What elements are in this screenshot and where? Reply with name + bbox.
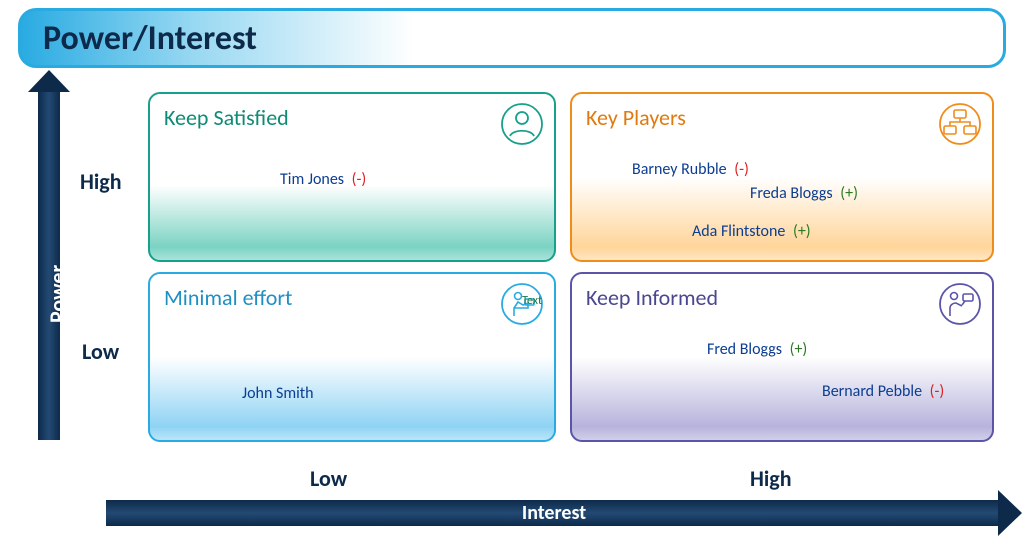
y-tick-high: High <box>80 168 122 195</box>
stakeholder-name: Bernard Pebble <box>822 382 922 401</box>
sentiment-badge: (+) <box>790 340 808 359</box>
quadrant-keep-informed: Keep Informed Fred Bloggs (+) Bernard Pe… <box>570 272 994 442</box>
quadrant-heading: Keep Informed <box>586 284 978 311</box>
org-icon <box>938 102 982 146</box>
sentiment-badge: (-) <box>930 382 945 401</box>
stakeholder-label: Bernard Pebble (-) <box>822 382 944 401</box>
stakeholder-name: John Smith <box>242 384 314 403</box>
quadrant-keep-satisfied: Keep Satisfied Tim Jones (-) <box>148 92 556 262</box>
stakeholder-label: Barney Rubble (-) <box>632 160 749 179</box>
quadrant-minimal-effort: Minimal effort Text John Smith <box>148 272 556 442</box>
quadrant-heading: Keep Satisfied <box>164 104 540 131</box>
quadrant-heading: Key Players <box>586 104 978 131</box>
stakeholder-name: Barney Rubble <box>632 160 727 179</box>
sentiment-badge: (+) <box>840 184 858 203</box>
person-icon <box>500 102 544 146</box>
stakeholder-name: Ada Flintstone <box>692 222 785 241</box>
y-axis-label: Power <box>44 265 71 323</box>
stakeholder-name: Tim Jones <box>280 170 344 189</box>
x-axis-label: Interest <box>106 501 1002 525</box>
y-axis-arrow: Power <box>38 88 60 440</box>
sentiment-badge: (-) <box>352 170 367 189</box>
stakeholder-label: Tim Jones (-) <box>280 170 366 189</box>
title-bar: Power/Interest <box>18 8 1006 68</box>
quadrant-key-players: Key Players Barney Rubble (-) Freda Blog… <box>570 92 994 262</box>
sentiment-badge: (-) <box>734 160 749 179</box>
speaker-icon <box>938 282 982 326</box>
stakeholder-label: John Smith <box>242 384 318 403</box>
x-tick-high: High <box>750 465 792 492</box>
x-tick-low: Low <box>310 465 347 492</box>
icon-text: Text <box>522 294 542 308</box>
stakeholder-name: Fred Bloggs <box>707 340 782 359</box>
sentiment-badge: (+) <box>793 222 811 241</box>
desk-icon: Text <box>500 282 544 326</box>
x-axis-arrow: Interest <box>106 500 1002 526</box>
y-tick-low: Low <box>82 338 119 365</box>
stakeholder-label: Ada Flintstone (+) <box>692 222 811 241</box>
stakeholder-name: Freda Bloggs <box>750 184 833 203</box>
stakeholder-label: Fred Bloggs (+) <box>707 340 807 359</box>
quadrant-heading: Minimal effort <box>164 284 540 311</box>
page-title: Power/Interest <box>43 18 257 59</box>
stakeholder-label: Freda Bloggs (+) <box>750 184 858 203</box>
